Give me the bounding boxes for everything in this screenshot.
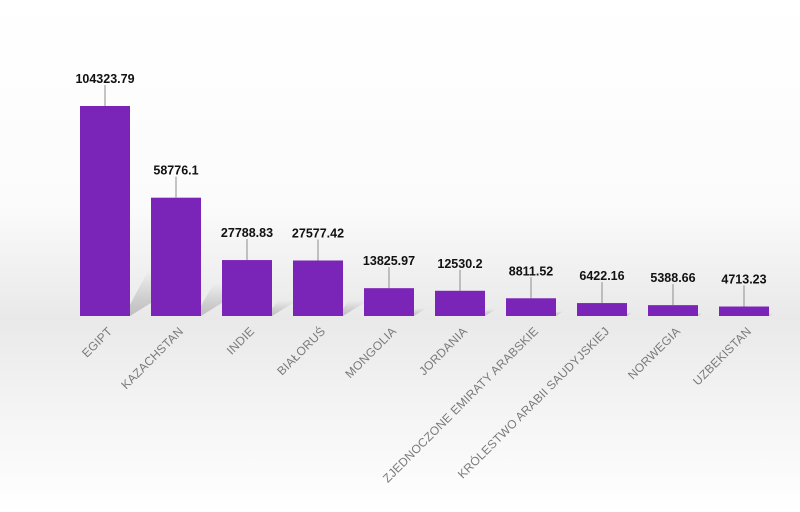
bar-mongolia: [364, 288, 414, 316]
category-label: UZBEKISTAN: [690, 324, 754, 388]
category-label: MONGOLIA: [342, 324, 399, 381]
bar-shadow: [266, 300, 298, 316]
category-label: KAZACHSTAN: [118, 324, 186, 392]
bar-jordania: [435, 290, 485, 316]
value-labels: 104323.79 58776.1 27788.83 27577.42 13825.97…: [75, 72, 766, 287]
bar-uzbekistan: [719, 306, 769, 316]
leader-lines: [104, 85, 745, 307]
category-label: BIAŁORUŚ: [273, 324, 328, 379]
bar-zjednoczone-emiraty-arabskie: [506, 298, 556, 316]
value-label: 13825.97: [363, 254, 415, 268]
value-label: 27788.83: [221, 226, 273, 240]
value-label: 27577.42: [292, 226, 344, 240]
value-label: 5388.66: [650, 271, 695, 285]
bar-królestwo-arabii-saudyjskiej: [577, 303, 627, 316]
category-labels: EGIPT KAZACHSTAN INDIE BIAŁORUŚ MONGOLIA JORD…: [79, 324, 754, 486]
bar-indie: [222, 260, 272, 316]
category-label: INDIE: [224, 324, 257, 357]
bar-kazachstan: [151, 197, 201, 316]
value-label: 6422.16: [579, 269, 624, 283]
bars: [80, 106, 769, 316]
value-label: 8811.52: [509, 264, 554, 278]
category-label: ZJEDNOCZONE EMIRATY ARABSKIE: [380, 324, 541, 485]
value-label: 12530.2: [437, 257, 482, 271]
value-label: 104323.79: [75, 72, 134, 86]
value-label: 58776.1: [153, 164, 198, 178]
category-label: EGIPT: [79, 324, 115, 360]
bar-egipt: [80, 106, 130, 316]
bar-białoruś: [293, 260, 343, 316]
category-label: JORDANIA: [416, 324, 470, 378]
category-label: NORWEGIA: [625, 324, 683, 382]
bar-shadow: [337, 300, 368, 316]
value-label: 4713.23: [721, 273, 766, 287]
bar-norwegia: [648, 305, 698, 316]
category-label: KRÓLESTWO ARABII SAUDYJSKIEJ: [454, 324, 612, 482]
